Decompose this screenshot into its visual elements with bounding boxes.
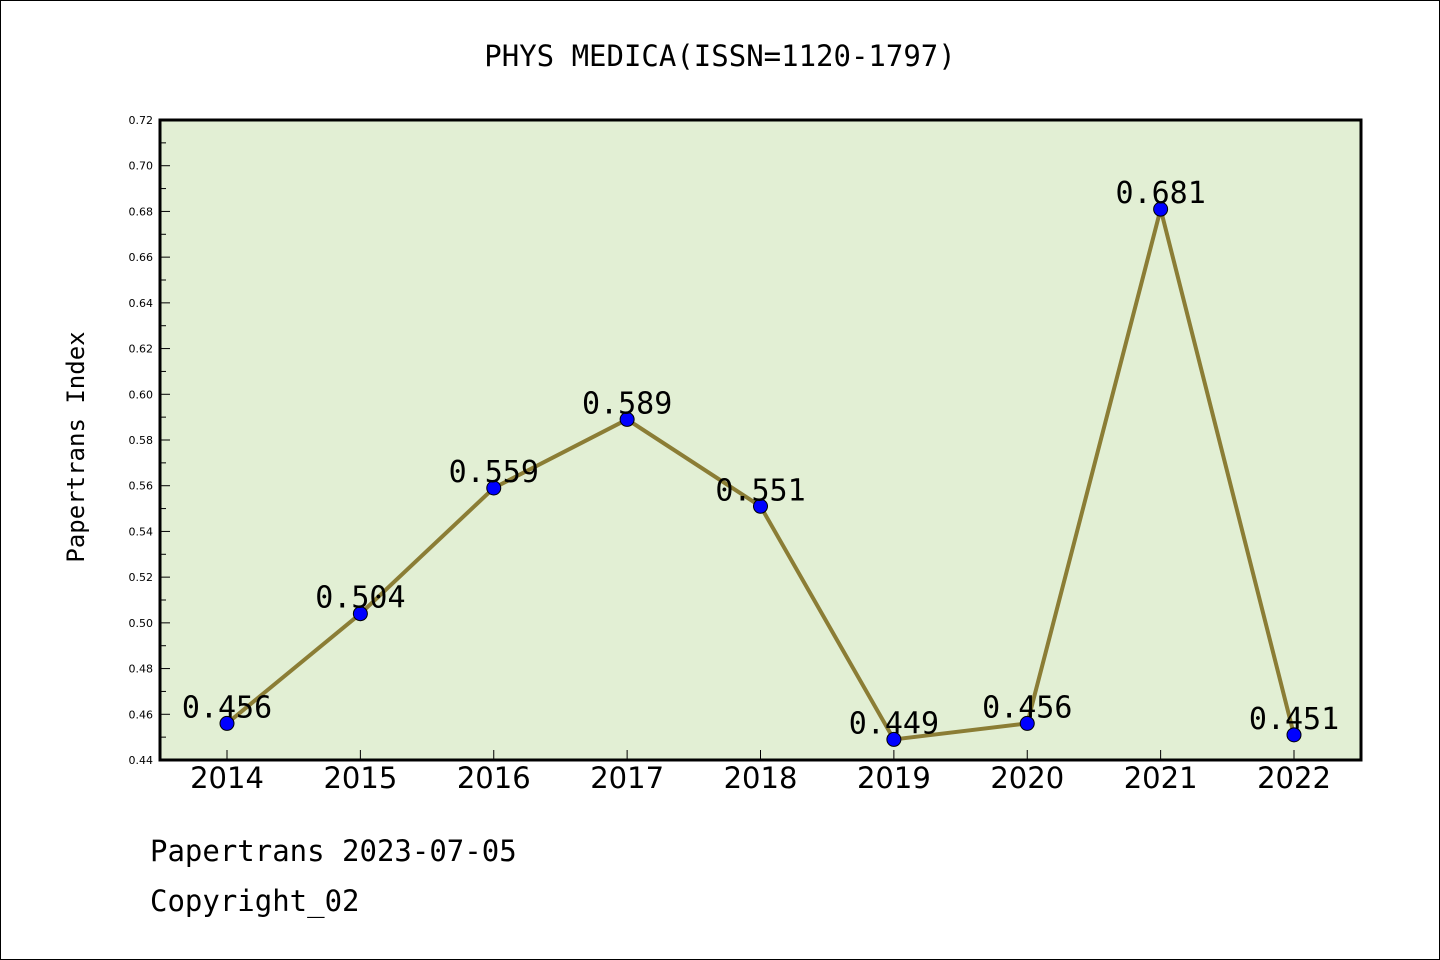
y-tick-label: 0.54 bbox=[129, 525, 154, 538]
y-tick-label: 0.62 bbox=[129, 343, 154, 356]
data-point bbox=[1019, 715, 1035, 731]
data-label: 0.559 bbox=[449, 455, 539, 490]
y-tick-label: 0.58 bbox=[129, 434, 154, 447]
x-tick-label: 2019 bbox=[857, 761, 931, 795]
x-tick-label: 2016 bbox=[457, 761, 531, 795]
y-tick-label: 0.44 bbox=[129, 754, 154, 767]
x-tick-label: 2015 bbox=[323, 761, 397, 795]
y-tick-label: 0.68 bbox=[129, 205, 154, 218]
footer-date: Papertrans 2023-07-05 bbox=[150, 834, 517, 868]
x-tick-label: 2017 bbox=[590, 761, 664, 795]
y-axis-label: Papertrans Index bbox=[62, 331, 90, 562]
data-label: 0.589 bbox=[582, 386, 672, 421]
x-axis: 2014 2015 2016 2017 2018 2019 2020 2021 2022 bbox=[190, 750, 1331, 795]
x-tick-label: 2018 bbox=[724, 761, 798, 795]
y-tick-label: 0.70 bbox=[129, 160, 154, 173]
y-tick-label: 0.48 bbox=[129, 663, 154, 676]
data-point bbox=[352, 606, 368, 622]
data-point bbox=[886, 731, 902, 747]
data-point bbox=[1153, 201, 1169, 217]
x-tick-label: 2022 bbox=[1257, 761, 1331, 795]
y-tick-label: 0.56 bbox=[129, 480, 154, 493]
y-tick-label: 0.60 bbox=[129, 388, 154, 401]
data-label: 0.456 bbox=[982, 690, 1072, 725]
x-tick-label: 2020 bbox=[990, 761, 1064, 795]
data-label: 0.681 bbox=[1115, 176, 1205, 211]
data-point bbox=[753, 498, 768, 514]
data-point bbox=[486, 480, 502, 496]
y-tick-label: 0.72 bbox=[129, 114, 154, 127]
plot-area bbox=[158, 118, 1363, 762]
y-tick-label: 0.66 bbox=[129, 251, 154, 264]
y-tick-label: 0.46 bbox=[129, 708, 154, 721]
y-axis: 0.44 0.46 0.48 0.50 0.52 0.54 0.56 0.58 0.60 0.62… bbox=[129, 114, 170, 767]
data-label: 0.456 bbox=[182, 690, 272, 725]
series-points bbox=[219, 201, 1302, 747]
x-tick-label: 2021 bbox=[1124, 761, 1198, 795]
data-label: 0.451 bbox=[1249, 702, 1339, 737]
data-point bbox=[219, 715, 235, 731]
y-tick-label: 0.50 bbox=[129, 617, 154, 630]
data-label: 0.551 bbox=[715, 473, 805, 508]
y-tick-label: 0.52 bbox=[129, 571, 154, 584]
data-label: 0.504 bbox=[315, 581, 405, 616]
chart-title: PHYS MEDICA(ISSN=1120-1797) bbox=[484, 39, 955, 73]
data-labels: 0.456 0.504 0.559 0.589 0.551 0.449 0.456 0.681… bbox=[182, 176, 1339, 741]
data-point bbox=[1286, 727, 1302, 743]
y-tick-label: 0.64 bbox=[129, 297, 154, 310]
data-point bbox=[619, 411, 635, 427]
x-tick-label: 2014 bbox=[190, 761, 264, 795]
data-label: 0.449 bbox=[849, 706, 939, 741]
footer-copyright: Copyright_02 bbox=[150, 884, 360, 918]
